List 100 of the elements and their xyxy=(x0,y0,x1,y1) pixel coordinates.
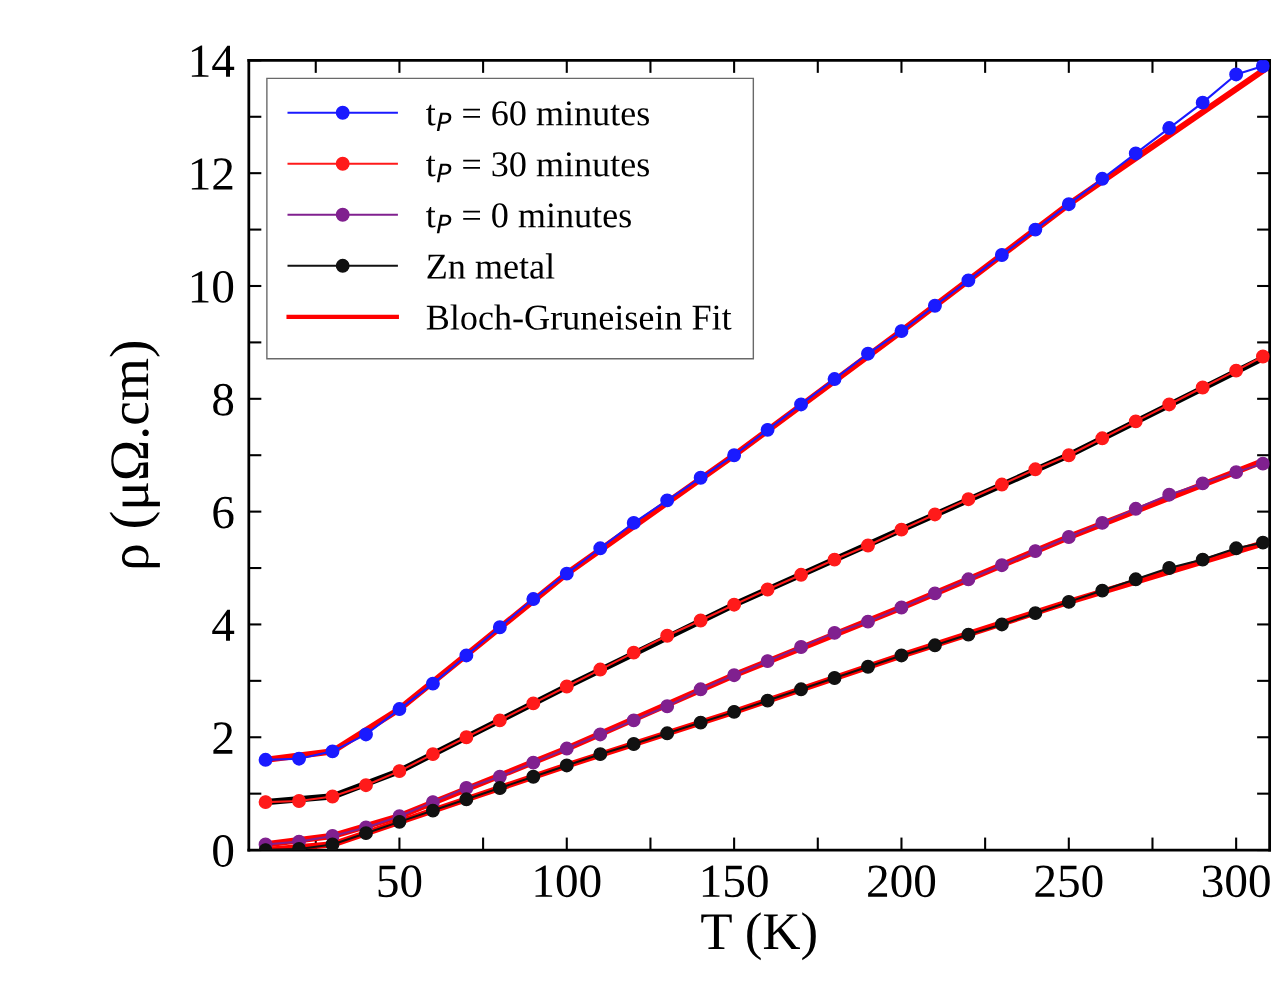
point xyxy=(1255,456,1270,471)
point xyxy=(827,625,842,640)
point xyxy=(861,614,875,629)
legend-label: Zn metal xyxy=(427,253,555,279)
point xyxy=(626,713,641,728)
x-tick-label: 250 xyxy=(1035,865,1103,898)
point xyxy=(660,493,675,508)
point xyxy=(359,826,373,841)
point xyxy=(894,648,909,663)
x-axis-title: T (K) xyxy=(701,912,816,961)
point xyxy=(693,470,708,485)
point xyxy=(961,627,976,642)
point xyxy=(994,477,1009,492)
point xyxy=(1229,67,1244,82)
point xyxy=(559,758,574,773)
point xyxy=(693,613,708,628)
point xyxy=(1162,561,1177,575)
legend-label: Bloch-Gruneisein Fit xyxy=(426,304,732,330)
point xyxy=(994,558,1009,573)
point xyxy=(425,803,440,818)
point xyxy=(325,744,340,759)
point xyxy=(727,704,742,719)
point xyxy=(894,522,909,537)
y-axis-title: ρ (μΩ.cm) xyxy=(109,341,160,568)
point xyxy=(1162,397,1177,412)
point xyxy=(1229,465,1244,480)
point xyxy=(1028,606,1043,621)
legend-label: t$_{P}$ = 60 minutes xyxy=(426,101,649,132)
point xyxy=(693,715,708,730)
x-tick-label: 100 xyxy=(535,865,601,898)
point xyxy=(459,648,474,663)
point xyxy=(1195,476,1210,491)
y-tick-label: 10 xyxy=(191,270,234,303)
point xyxy=(1095,515,1110,530)
point xyxy=(794,397,809,412)
point xyxy=(927,507,942,522)
x-tick-label: 300 xyxy=(1202,865,1270,898)
point xyxy=(660,726,675,741)
point xyxy=(1095,431,1110,446)
point xyxy=(994,617,1009,632)
point xyxy=(1095,171,1110,186)
point xyxy=(927,638,942,653)
point xyxy=(1162,487,1177,502)
point xyxy=(526,755,541,770)
point xyxy=(492,620,507,635)
point xyxy=(794,640,809,654)
y-tick-label: 6 xyxy=(213,496,234,529)
point xyxy=(1128,414,1143,429)
point xyxy=(492,769,507,784)
point xyxy=(593,662,608,677)
point xyxy=(1229,363,1244,378)
point xyxy=(961,572,976,587)
point xyxy=(526,696,541,711)
point xyxy=(660,628,675,643)
point xyxy=(727,597,742,612)
point xyxy=(425,676,440,691)
point xyxy=(1028,544,1043,559)
x-tick-label: 50 xyxy=(378,865,422,898)
point xyxy=(760,654,775,669)
point xyxy=(861,659,875,674)
legend-label: t$_{P}$ = 0 minutes xyxy=(426,203,631,234)
point xyxy=(359,727,373,742)
point xyxy=(760,422,775,437)
y-tick-label: 8 xyxy=(213,383,234,416)
point xyxy=(1061,594,1076,609)
point xyxy=(459,730,474,745)
point xyxy=(459,792,474,807)
x-tick-label: 200 xyxy=(868,865,936,898)
point xyxy=(359,778,373,793)
point xyxy=(626,737,641,751)
point xyxy=(794,682,809,697)
point xyxy=(827,552,842,567)
y-tick-label: 14 xyxy=(191,45,235,77)
point xyxy=(1162,121,1177,135)
y-tick-label: 12 xyxy=(191,158,233,190)
point xyxy=(593,747,608,762)
point xyxy=(1255,535,1270,550)
point xyxy=(961,492,976,507)
point xyxy=(593,541,608,556)
point xyxy=(1195,95,1210,110)
point xyxy=(1061,448,1076,463)
point xyxy=(292,751,306,766)
point xyxy=(492,713,507,728)
point xyxy=(827,671,842,685)
point xyxy=(861,346,875,361)
point xyxy=(258,795,273,810)
x-tick-label: 150 xyxy=(702,865,768,898)
point xyxy=(693,682,708,697)
point xyxy=(827,372,842,387)
point xyxy=(492,781,507,795)
point xyxy=(258,752,273,767)
point xyxy=(593,727,608,742)
point xyxy=(1028,222,1043,237)
point xyxy=(559,566,574,581)
point xyxy=(526,769,541,784)
point xyxy=(526,592,541,607)
point xyxy=(994,248,1009,262)
point xyxy=(660,699,675,714)
point xyxy=(626,515,641,530)
point xyxy=(927,586,942,601)
